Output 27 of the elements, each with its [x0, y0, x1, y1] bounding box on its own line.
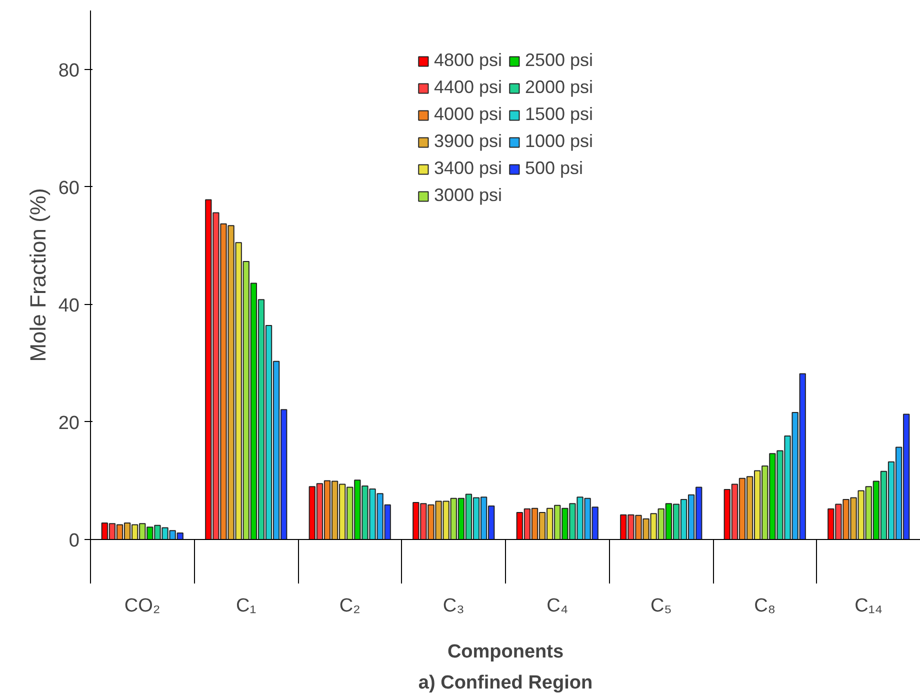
y-tick-label: 0	[68, 530, 80, 552]
x-tick-label: C₄	[546, 596, 568, 616]
x-tick-label: C₈	[754, 596, 776, 616]
x-axis-title: Components	[447, 642, 564, 662]
x-tick-label: C₃	[442, 596, 464, 616]
y-tick-label: 80	[58, 60, 80, 82]
legend-label: 2000 psi	[525, 77, 594, 98]
x-tick-label: C₁₄	[854, 596, 883, 616]
legend-label: 3900 psi	[434, 131, 502, 152]
legend-label: 2500 psi	[525, 50, 594, 71]
legend-label: 4000 psi	[434, 104, 502, 125]
x-tick-label: C₂	[339, 596, 360, 616]
legend-label: 4400 psi	[434, 77, 502, 98]
y-tick-label: 20	[58, 412, 80, 434]
x-tick-label: C₅	[650, 596, 672, 616]
x-tick-label: C₁	[236, 596, 256, 616]
legend-label: 3000 psi	[434, 185, 502, 206]
legend-label: 1500 psi	[525, 104, 594, 125]
y-axis-title: Mole Fraction (%)	[25, 188, 50, 362]
legend-label: 1000 psi	[525, 131, 594, 152]
legend-label: 500 psi	[525, 158, 584, 179]
text: a) Confined Region	[418, 672, 593, 694]
y-tick-label: 40	[58, 295, 80, 316]
y-tick-label: 60	[58, 178, 80, 199]
legend-label: 3400 psi	[434, 158, 502, 179]
x-tick-label: CO₂	[124, 596, 160, 616]
legend-label: 4800 psi	[434, 50, 502, 71]
